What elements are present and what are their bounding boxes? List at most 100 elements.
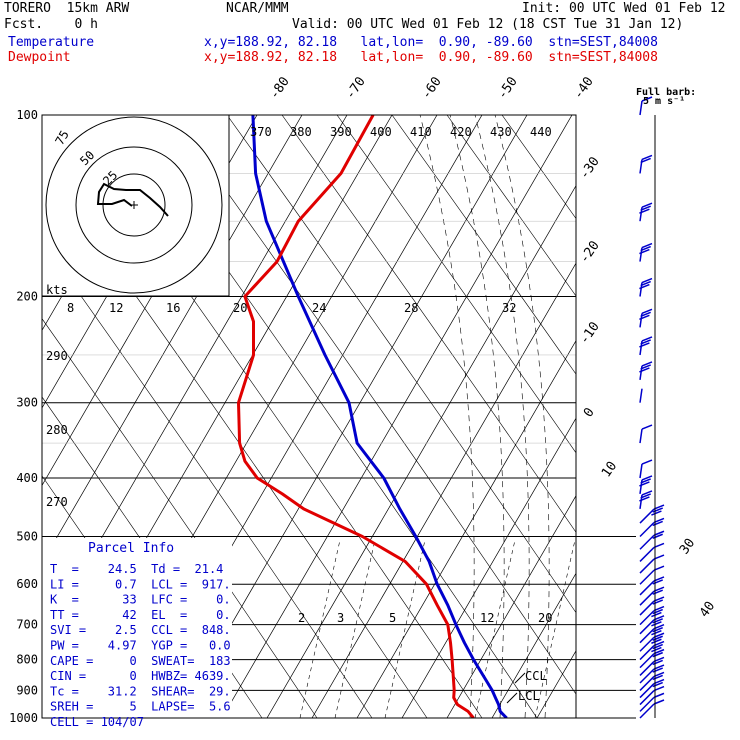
pressure-tick-label: 200	[16, 290, 38, 304]
svg-text:kts: kts	[46, 283, 68, 297]
theta-label: 400	[370, 125, 392, 139]
speed-label: 32	[502, 301, 516, 315]
theta-label: 380	[290, 125, 312, 139]
speed-label: 28	[404, 301, 418, 315]
parcel-info-row: CAPE = 0 SWEAT= 183	[50, 654, 231, 668]
wind-barb	[639, 632, 665, 652]
wind-barb	[639, 277, 653, 297]
wind-barb	[639, 640, 665, 661]
parcel-info-row: CELL = 104/07	[50, 715, 144, 729]
pressure-tick-label: 700	[16, 618, 38, 632]
wind-barb	[639, 154, 653, 174]
theta-label: 410	[410, 125, 432, 139]
wind-barb	[639, 623, 665, 644]
wind-barb	[639, 517, 665, 538]
lcl-marker: LCL	[506, 689, 540, 704]
wind-barb	[639, 388, 643, 403]
speed-label: 16	[166, 301, 180, 315]
speed-label: 20	[233, 301, 247, 315]
pressure-tick-label: 100	[16, 108, 38, 122]
parcel-info-row: TT = 42 EL = 0.	[50, 608, 231, 622]
wind-barb	[639, 692, 665, 712]
forecast-hour: Fcst. 0 h	[4, 17, 98, 32]
isotherm-label: -30	[577, 154, 603, 182]
parcel-info-title: Parcel Info	[88, 541, 174, 556]
mixing-ratio-label: 2	[298, 611, 305, 625]
isotherm-label: 10	[599, 459, 620, 480]
kts-label: kts	[46, 283, 68, 297]
wind-barb	[639, 308, 653, 328]
wind-barb	[639, 361, 653, 381]
wind-barb	[639, 475, 653, 495]
wind-barb	[639, 671, 665, 691]
ring-label-75: 75	[52, 128, 71, 148]
svg-text:LCL: LCL	[518, 689, 540, 703]
pressure-tick-label: 500	[16, 529, 38, 543]
wind-barb	[639, 648, 665, 669]
isotherm-label: -50	[495, 74, 521, 102]
wind-barb	[639, 504, 665, 524]
wind-barb	[639, 678, 665, 699]
pressure-tick-label: 600	[16, 577, 38, 591]
isotherm-label: -60	[419, 74, 445, 102]
ccl-marker: CCL	[514, 669, 547, 684]
isotherm-label: -10	[577, 319, 603, 347]
wind-barb	[639, 576, 665, 596]
parcel-info-row: PW = 4.97 YGP = 0.0	[50, 639, 231, 653]
parcel-info-row: LI = 0.7 LCL = 917.	[50, 577, 231, 591]
barb-legend: Full barb: 5 m s⁻¹	[636, 87, 696, 107]
wind-barb	[639, 586, 665, 606]
sounding-series	[237, 115, 508, 718]
parcel-info: Parcel Info T = 24.5 Td = 21.4LI = 0.7 L…	[50, 541, 231, 729]
isotherm-label: -70	[343, 74, 369, 102]
theta-label: 290	[46, 349, 68, 363]
dewpoint-profile	[237, 115, 475, 718]
wind-barb	[639, 664, 665, 684]
parcel-info-box	[42, 538, 232, 718]
wind-barb	[639, 615, 665, 635]
init-time: Init: 00 UTC Wed 01 Feb 12	[522, 1, 726, 16]
speed-label: 8	[67, 301, 74, 315]
wind-barb	[639, 596, 665, 616]
wind-barb	[639, 242, 653, 262]
theta-label: 370	[250, 125, 272, 139]
wind-barb	[639, 424, 653, 444]
svg-text:5 m s⁻¹: 5 m s⁻¹	[643, 96, 685, 107]
isotherm-label: 30	[677, 536, 698, 557]
theta-label: 390	[330, 125, 352, 139]
isotherm-label: -20	[577, 238, 603, 266]
theta-label: 420	[450, 125, 472, 139]
wind-barb	[639, 554, 665, 574]
wind-barb	[639, 699, 665, 719]
speed-label: 12	[109, 301, 123, 315]
wind-barb	[639, 542, 665, 562]
parcel-info-row: SREH = 5 LAPSE= 5.6	[50, 700, 231, 714]
dewpoint-legend: Dewpoint	[8, 50, 71, 65]
wind-barb	[639, 336, 653, 356]
theta-label: 280	[46, 423, 68, 437]
parcel-info-row: T = 24.5 Td = 21.4	[50, 562, 223, 576]
parcel-info-row: CIN = 0 HWBZ= 4639.	[50, 669, 231, 683]
temperature-profile	[251, 115, 508, 718]
mixing-ratio-label: 12	[480, 611, 494, 625]
wind-barbs	[639, 96, 665, 719]
isotherm-label: 40	[697, 599, 718, 620]
speed-label: 24	[312, 301, 326, 315]
hodograph: 75 50 25	[41, 114, 230, 297]
wind-barb	[639, 530, 665, 550]
theta-label: 430	[490, 125, 512, 139]
temperature-legend: Temperature	[8, 35, 95, 50]
svg-text:Full barb:: Full barb:	[636, 87, 696, 98]
temperature-station-info: x,y=188.92, 82.18 lat,lon= 0.90, -89.60 …	[204, 35, 658, 50]
parcel-info-row: SVI = 2.5 CCL = 848.	[50, 623, 231, 637]
isotherm-label: -40	[571, 74, 597, 102]
mixing-ratio-label: 5	[389, 611, 396, 625]
dewpoint-station-info: x,y=188.92, 82.18 lat,lon= 0.90, -89.60 …	[204, 50, 658, 65]
pressure-tick-label: 400	[16, 471, 38, 485]
theta-label: 270	[46, 495, 68, 509]
valid-time: Valid: 00 UTC Wed 01 Feb 12 (18 CST Tue …	[292, 17, 684, 32]
isotherm-label: -80	[267, 74, 293, 102]
model-name: TORERO 15km ARW	[4, 1, 130, 16]
